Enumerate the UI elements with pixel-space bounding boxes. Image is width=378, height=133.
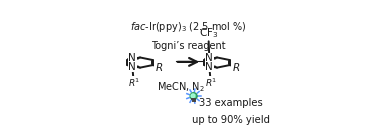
Text: N: N	[205, 62, 213, 72]
Text: Togni’s reagent: Togni’s reagent	[151, 41, 226, 51]
Text: $R$: $R$	[231, 61, 240, 73]
Text: $\it{fac}$-Ir(ppy)$_3$ (2.5 mol %): $\it{fac}$-Ir(ppy)$_3$ (2.5 mol %)	[130, 20, 247, 34]
Text: $R^1$: $R^1$	[127, 76, 140, 89]
Polygon shape	[190, 93, 197, 99]
Text: up to 90% yield: up to 90% yield	[192, 115, 270, 125]
Text: $R$: $R$	[155, 61, 163, 73]
Text: $R^1$: $R^1$	[204, 76, 217, 89]
Polygon shape	[191, 94, 195, 98]
Text: N: N	[129, 53, 136, 63]
Text: N: N	[129, 62, 136, 72]
Text: N: N	[205, 53, 213, 63]
Text: MeCN, N$_2$: MeCN, N$_2$	[157, 80, 204, 94]
Text: CF$_3$: CF$_3$	[199, 26, 218, 40]
Text: 33 examples: 33 examples	[199, 98, 263, 108]
